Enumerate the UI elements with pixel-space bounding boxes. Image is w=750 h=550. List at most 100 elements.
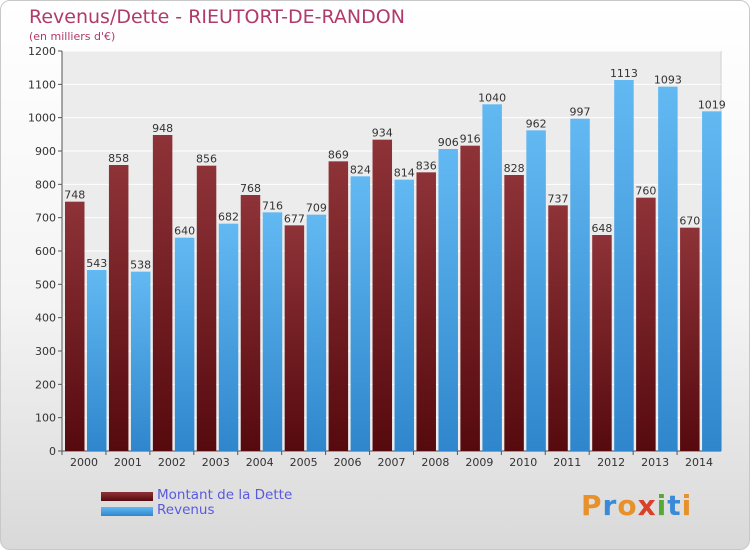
logo-letter: r	[602, 489, 618, 522]
chart-subtitle: (en milliers d'€)	[29, 30, 116, 43]
x-tick-label: 2006	[334, 456, 362, 469]
data-label-dette: 858	[108, 152, 129, 165]
data-label-revenus: 543	[86, 257, 107, 270]
data-label-dette: 856	[196, 153, 217, 166]
y-tick-label: 800	[35, 178, 56, 191]
y-tick-label: 400	[35, 312, 56, 325]
data-label-dette: 748	[64, 189, 85, 202]
data-label-revenus: 709	[306, 202, 327, 215]
data-label-revenus: 1040	[478, 91, 506, 104]
y-tick-label: 100	[35, 412, 56, 425]
chart-title: Revenus/Dette - RIEUTORT-DE-RANDON	[29, 6, 405, 28]
y-tick-label: 1200	[28, 45, 56, 58]
bar-dette	[372, 139, 393, 451]
bar-revenus	[306, 214, 327, 451]
proxiti-logo: Proxiti	[581, 489, 692, 522]
x-tick-label: 2000	[70, 456, 98, 469]
y-tick-label: 600	[35, 245, 56, 258]
bar-revenus	[350, 176, 371, 452]
y-tick-label: 1100	[28, 78, 56, 91]
data-label-dette: 869	[328, 148, 349, 161]
bar-dette	[240, 195, 261, 451]
x-tick-label: 2004	[246, 456, 274, 469]
logo-letter: x	[637, 489, 657, 522]
data-label-dette: 670	[679, 215, 700, 228]
x-tick-label: 2013	[641, 456, 669, 469]
x-tick-label: 2005	[290, 456, 318, 469]
bar-revenus	[262, 212, 283, 451]
bar-dette	[460, 145, 480, 451]
y-tick-label: 500	[35, 278, 56, 291]
bar-revenus	[218, 223, 239, 451]
y-tick-label: 700	[35, 212, 56, 225]
legend-label-dette: Montant de la Dette	[157, 487, 293, 503]
bar-dette	[65, 201, 85, 451]
data-label-revenus: 1093	[654, 74, 682, 87]
bar-revenus	[394, 179, 415, 451]
data-label-dette: 737	[548, 192, 569, 205]
bar-revenus	[614, 80, 634, 451]
bar-dette	[108, 165, 129, 451]
x-tick-label: 2001	[114, 456, 142, 469]
bar-dette	[284, 225, 305, 451]
bar-revenus	[438, 149, 458, 451]
data-label-dette: 677	[284, 212, 305, 225]
logo-letter: i	[656, 489, 668, 522]
bar-dette	[592, 235, 612, 451]
x-tick-label: 2014	[685, 456, 713, 469]
data-label-revenus: 814	[394, 167, 415, 180]
bar-revenus	[130, 271, 151, 451]
y-tick-label: 1000	[28, 112, 56, 125]
x-tick-label: 2007	[378, 456, 406, 469]
x-tick-label: 2011	[553, 456, 581, 469]
data-label-revenus: 1019	[698, 98, 726, 111]
logo-letter: i	[681, 489, 693, 522]
data-label-dette: 648	[591, 222, 612, 235]
legend-label-revenus: Revenus	[157, 502, 215, 518]
bar-dette	[636, 197, 656, 451]
bar-dette	[680, 227, 700, 451]
data-label-dette: 916	[460, 133, 481, 146]
y-tick-label: 300	[35, 345, 56, 358]
data-label-dette: 836	[416, 159, 437, 172]
data-label-dette: 760	[635, 185, 656, 198]
bar-revenus	[174, 237, 195, 451]
x-tick-label: 2003	[202, 456, 230, 469]
logo-letter: P	[581, 489, 603, 522]
bar-revenus	[570, 118, 590, 452]
bar-dette	[504, 175, 524, 451]
bar-revenus	[87, 270, 107, 451]
legend-swatch-dette	[101, 492, 153, 501]
x-tick-label: 2010	[509, 456, 537, 469]
data-label-revenus: 824	[350, 163, 371, 176]
y-tick-label: 900	[35, 145, 56, 158]
bar-dette	[152, 135, 173, 451]
bar-dette	[416, 172, 436, 452]
data-label-dette: 934	[372, 127, 393, 140]
data-label-dette: 828	[504, 162, 525, 175]
logo-letter: o	[617, 489, 638, 522]
bar-revenus	[526, 130, 546, 452]
data-label-revenus: 716	[262, 199, 283, 212]
logo-letter: t	[667, 489, 682, 522]
bar-dette	[328, 161, 349, 452]
data-label-dette: 948	[152, 122, 173, 135]
x-tick-label: 2002	[158, 456, 186, 469]
y-tick-label: 200	[35, 378, 56, 391]
bar-dette	[548, 205, 568, 451]
y-tick-label: 0	[49, 445, 56, 458]
legend-swatch-revenus	[101, 507, 153, 516]
data-label-revenus: 1113	[610, 67, 638, 80]
bar-revenus	[482, 104, 502, 451]
x-tick-label: 2008	[421, 456, 449, 469]
data-label-revenus: 962	[526, 117, 547, 130]
data-label-revenus: 640	[174, 225, 195, 238]
x-tick-label: 2012	[597, 456, 625, 469]
bar-revenus	[702, 111, 722, 451]
data-label-revenus: 538	[130, 259, 151, 272]
data-label-revenus: 997	[570, 106, 591, 119]
data-label-revenus: 906	[438, 136, 459, 149]
data-label-revenus: 682	[218, 211, 239, 224]
